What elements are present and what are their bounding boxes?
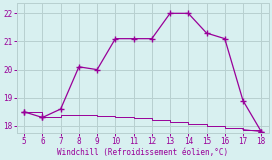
- X-axis label: Windchill (Refroidissement éolien,°C): Windchill (Refroidissement éolien,°C): [57, 148, 228, 156]
